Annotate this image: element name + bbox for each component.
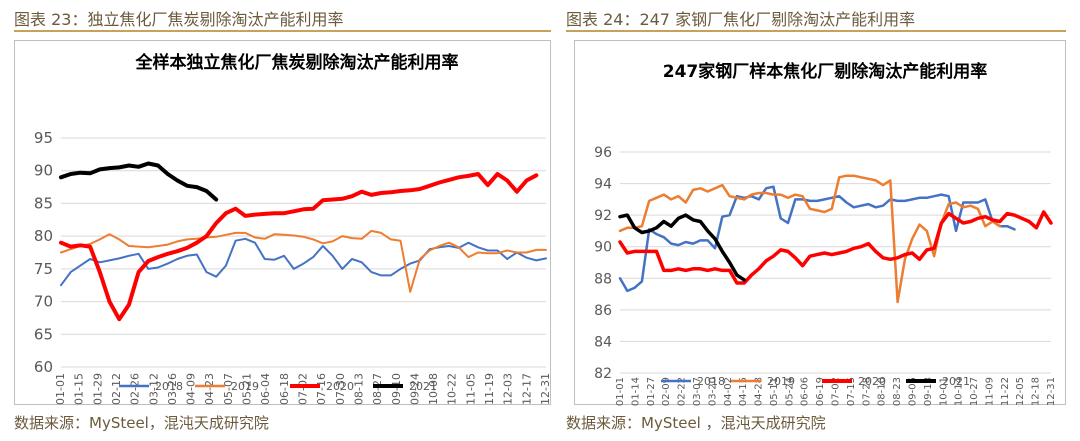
x-tick-label: 08-23 xyxy=(892,377,903,406)
x-tick-label: 04-09 xyxy=(185,373,198,405)
x-tick-label: 05-24 xyxy=(784,377,795,406)
x-tick-label: 09-24 xyxy=(408,373,421,405)
y-tick-label: 96 xyxy=(594,145,612,161)
legend-label-2021: 2021 xyxy=(409,380,437,393)
x-tick-label: 05-07 xyxy=(222,373,235,405)
chart-panel-independent-coking: 全样本独立焦化厂焦炭剔除淘汰产能利用率 60 65 70 75 80 85 90 95 01-01… xyxy=(14,40,552,405)
legend-label-2020: 2020 xyxy=(858,375,886,388)
x-tick-label: 06-19 xyxy=(815,377,826,406)
legend-label-2021: 2021 xyxy=(942,375,970,388)
x-tick-label: 04-28 xyxy=(754,377,765,406)
y-tick-label: 94 xyxy=(594,177,612,193)
y-tick-label: 70 xyxy=(34,293,53,311)
y-tick-label: 80 xyxy=(34,227,53,245)
legend-label-2018: 2018 xyxy=(697,375,725,388)
x-tick-label: 08-27 xyxy=(371,373,384,405)
x-tick-label: 07-16 xyxy=(315,373,328,405)
legend-label-2018: 2018 xyxy=(155,380,183,393)
x-tick-label: 06-04 xyxy=(259,373,272,405)
x-tick-label: 01-14 xyxy=(630,377,641,406)
x-tick-label: 12-05 xyxy=(1015,377,1026,406)
series-line-2021 xyxy=(618,213,746,282)
x-tick-label: 10-22 xyxy=(446,373,459,405)
y-tick-label: 88 xyxy=(594,271,612,287)
series-line-2018 xyxy=(618,185,1016,293)
x-tick-label: 01-29 xyxy=(91,373,104,405)
x-tick-label: 07-30 xyxy=(334,373,347,405)
caption-rule-right xyxy=(566,30,1066,32)
x-tick-label: 03-20 xyxy=(707,377,718,406)
x-tick-label: 03-12 xyxy=(147,373,160,405)
x-tick-label: 11-09 xyxy=(984,377,995,406)
x-tick-label: 11-22 xyxy=(1000,377,1011,406)
x-tick-label: 10-01 xyxy=(938,377,949,406)
x-tick-label: 08-10 xyxy=(877,377,888,406)
x-tick-label: 10-27 xyxy=(969,377,980,406)
x-tick-label: 07-28 xyxy=(861,377,872,406)
y-tick-label: 90 xyxy=(34,162,53,180)
x-tick-label: 04-23 xyxy=(203,373,216,405)
y-tick-label: 82 xyxy=(594,366,612,382)
x-tick-label: 02-09 xyxy=(661,377,672,406)
x-tick-label: 11-05 xyxy=(464,373,477,405)
x-tick-label: 01-27 xyxy=(646,377,657,406)
x-tick-label: 01-15 xyxy=(73,373,86,405)
x-tick-label: 07-15 xyxy=(846,377,857,406)
series-line-2021 xyxy=(59,161,219,202)
x-tick-label: 12-31 xyxy=(539,373,552,405)
x-tick-label: 06-18 xyxy=(278,373,291,405)
figure-caption-24: 图表 24：247 家钢厂焦化厂剔除淘汰产能利用率 xyxy=(566,10,916,29)
x-tick-label: 09-10 xyxy=(390,373,403,405)
chart-panel-247-steel-mills: 247家钢厂样本焦化厂剔除淘汰产能利用率 82 84 86 88 90 92 94 96 01-0… xyxy=(574,40,1066,406)
series-line-2020 xyxy=(59,172,539,322)
x-tick-label: 04-15 xyxy=(738,377,749,406)
x-tick-label: 11-19 xyxy=(483,373,496,405)
chart-247-steel-mills: 247家钢厂样本焦化厂剔除淘汰产能利用率 82 84 86 88 90 92 94 96 01-0… xyxy=(594,61,1057,406)
x-tick-label: 12-17 xyxy=(520,373,533,405)
y-tick-label: 90 xyxy=(594,240,612,256)
x-tick-label: 12-18 xyxy=(1031,377,1042,406)
x-tick-label: 02-22 xyxy=(677,377,688,406)
x-tick-label: 10-14 xyxy=(954,377,965,406)
x-tick-label: 12-31 xyxy=(1046,377,1057,406)
x-tick-label: 08-13 xyxy=(352,373,365,405)
x-tick-label: 02-26 xyxy=(129,373,142,405)
y-tick-label: 84 xyxy=(594,334,612,350)
x-tick-label: 01-01 xyxy=(54,373,67,405)
series-line-2018 xyxy=(60,237,547,287)
y-tick-label: 65 xyxy=(34,325,53,343)
legend-label-2020: 2020 xyxy=(326,380,354,393)
figure-caption-23: 图表 23：独立焦化厂焦炭剔除淘汰产能利用率 xyxy=(14,10,344,29)
x-tick-label: 05-11 xyxy=(769,377,780,406)
x-tick-label: 05-21 xyxy=(241,373,254,405)
caption-rule-left xyxy=(14,30,551,32)
x-tick-label: 02-12 xyxy=(110,373,123,405)
legend-label-2019: 2019 xyxy=(767,375,795,388)
x-tick-label: 12-03 xyxy=(502,373,515,405)
chart-title: 全样本独立焦化厂焦炭剔除淘汰产能利用率 xyxy=(135,52,459,73)
x-tick-label: 07-02 xyxy=(831,377,842,406)
y-tick-label: 60 xyxy=(34,358,53,376)
x-tick-label: 06-06 xyxy=(800,377,811,406)
legend-label-2019: 2019 xyxy=(231,380,259,393)
x-tick-label: 10-08 xyxy=(427,373,440,405)
y-tick-label: 86 xyxy=(594,303,612,319)
series-line-2020 xyxy=(618,210,1053,285)
source-note-left: 数据来源：MySteel，混沌天成研究院 xyxy=(14,414,269,432)
chart-independent-coking: 全样本独立焦化厂焦炭剔除淘汰产能利用率 60 65 70 75 80 85 90 95 01-01… xyxy=(34,52,552,405)
y-tick-label: 85 xyxy=(34,194,53,212)
y-tick-label: 95 xyxy=(34,129,53,147)
chart-title: 247家钢厂样本焦化厂剔除淘汰产能利用率 xyxy=(663,61,988,82)
x-tick-label: 03-07 xyxy=(692,377,703,406)
series-line-2019 xyxy=(60,229,547,293)
source-note-right: 数据来源：MySteel ，混沌天成研究院 xyxy=(566,414,826,432)
y-tick-label: 92 xyxy=(594,208,612,224)
x-tick-label: 07-02 xyxy=(297,373,310,405)
x-tick-label: 03-26 xyxy=(166,373,179,405)
x-tick-label: 01-01 xyxy=(615,377,626,406)
x-tick-label: 09-05 xyxy=(907,377,918,406)
x-tick-label: 04-02 xyxy=(723,377,734,406)
y-tick-label: 75 xyxy=(34,260,53,278)
x-tick-label: 09-18 xyxy=(923,377,934,406)
